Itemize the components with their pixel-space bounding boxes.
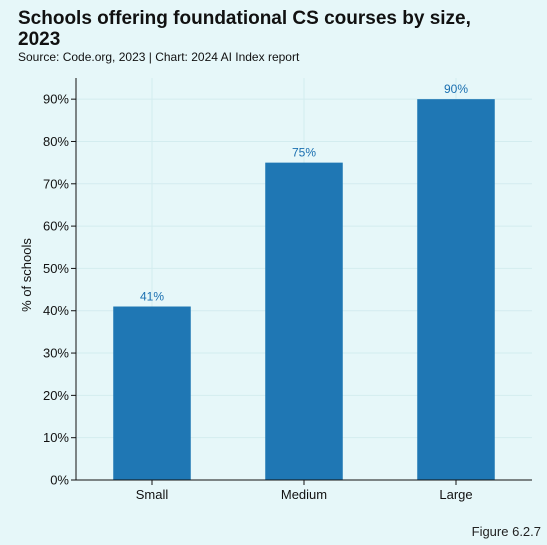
bar-large (417, 99, 495, 480)
y-tick-label: 80% (43, 134, 69, 149)
data-label-medium: 75% (292, 146, 316, 160)
y-tick-label: 50% (43, 261, 69, 276)
y-tick-label: 10% (43, 430, 69, 445)
chart-source: Source: Code.org, 2023 | Chart: 2024 AI … (18, 50, 300, 64)
data-label-small: 41% (140, 290, 164, 304)
data-label-large: 90% (444, 82, 468, 96)
y-tick-label: 0% (50, 473, 69, 488)
y-tick-label: 40% (43, 303, 69, 318)
y-tick-label: 90% (43, 92, 69, 107)
y-tick-label: 20% (43, 388, 69, 403)
x-tick-label: Small (136, 487, 169, 502)
y-tick-label: 30% (43, 346, 69, 361)
x-tick-label: Large (439, 487, 472, 502)
y-axis-title: % of schools (19, 238, 34, 312)
chart-title: Schools offering foundational CS courses… (18, 8, 471, 50)
y-tick-label: 60% (43, 219, 69, 234)
x-tick-label: Medium (281, 487, 327, 502)
figure-label: Figure 6.2.7 (471, 524, 541, 539)
y-tick-label: 70% (43, 176, 69, 191)
bar-medium (265, 162, 343, 480)
bar-small (113, 306, 191, 480)
